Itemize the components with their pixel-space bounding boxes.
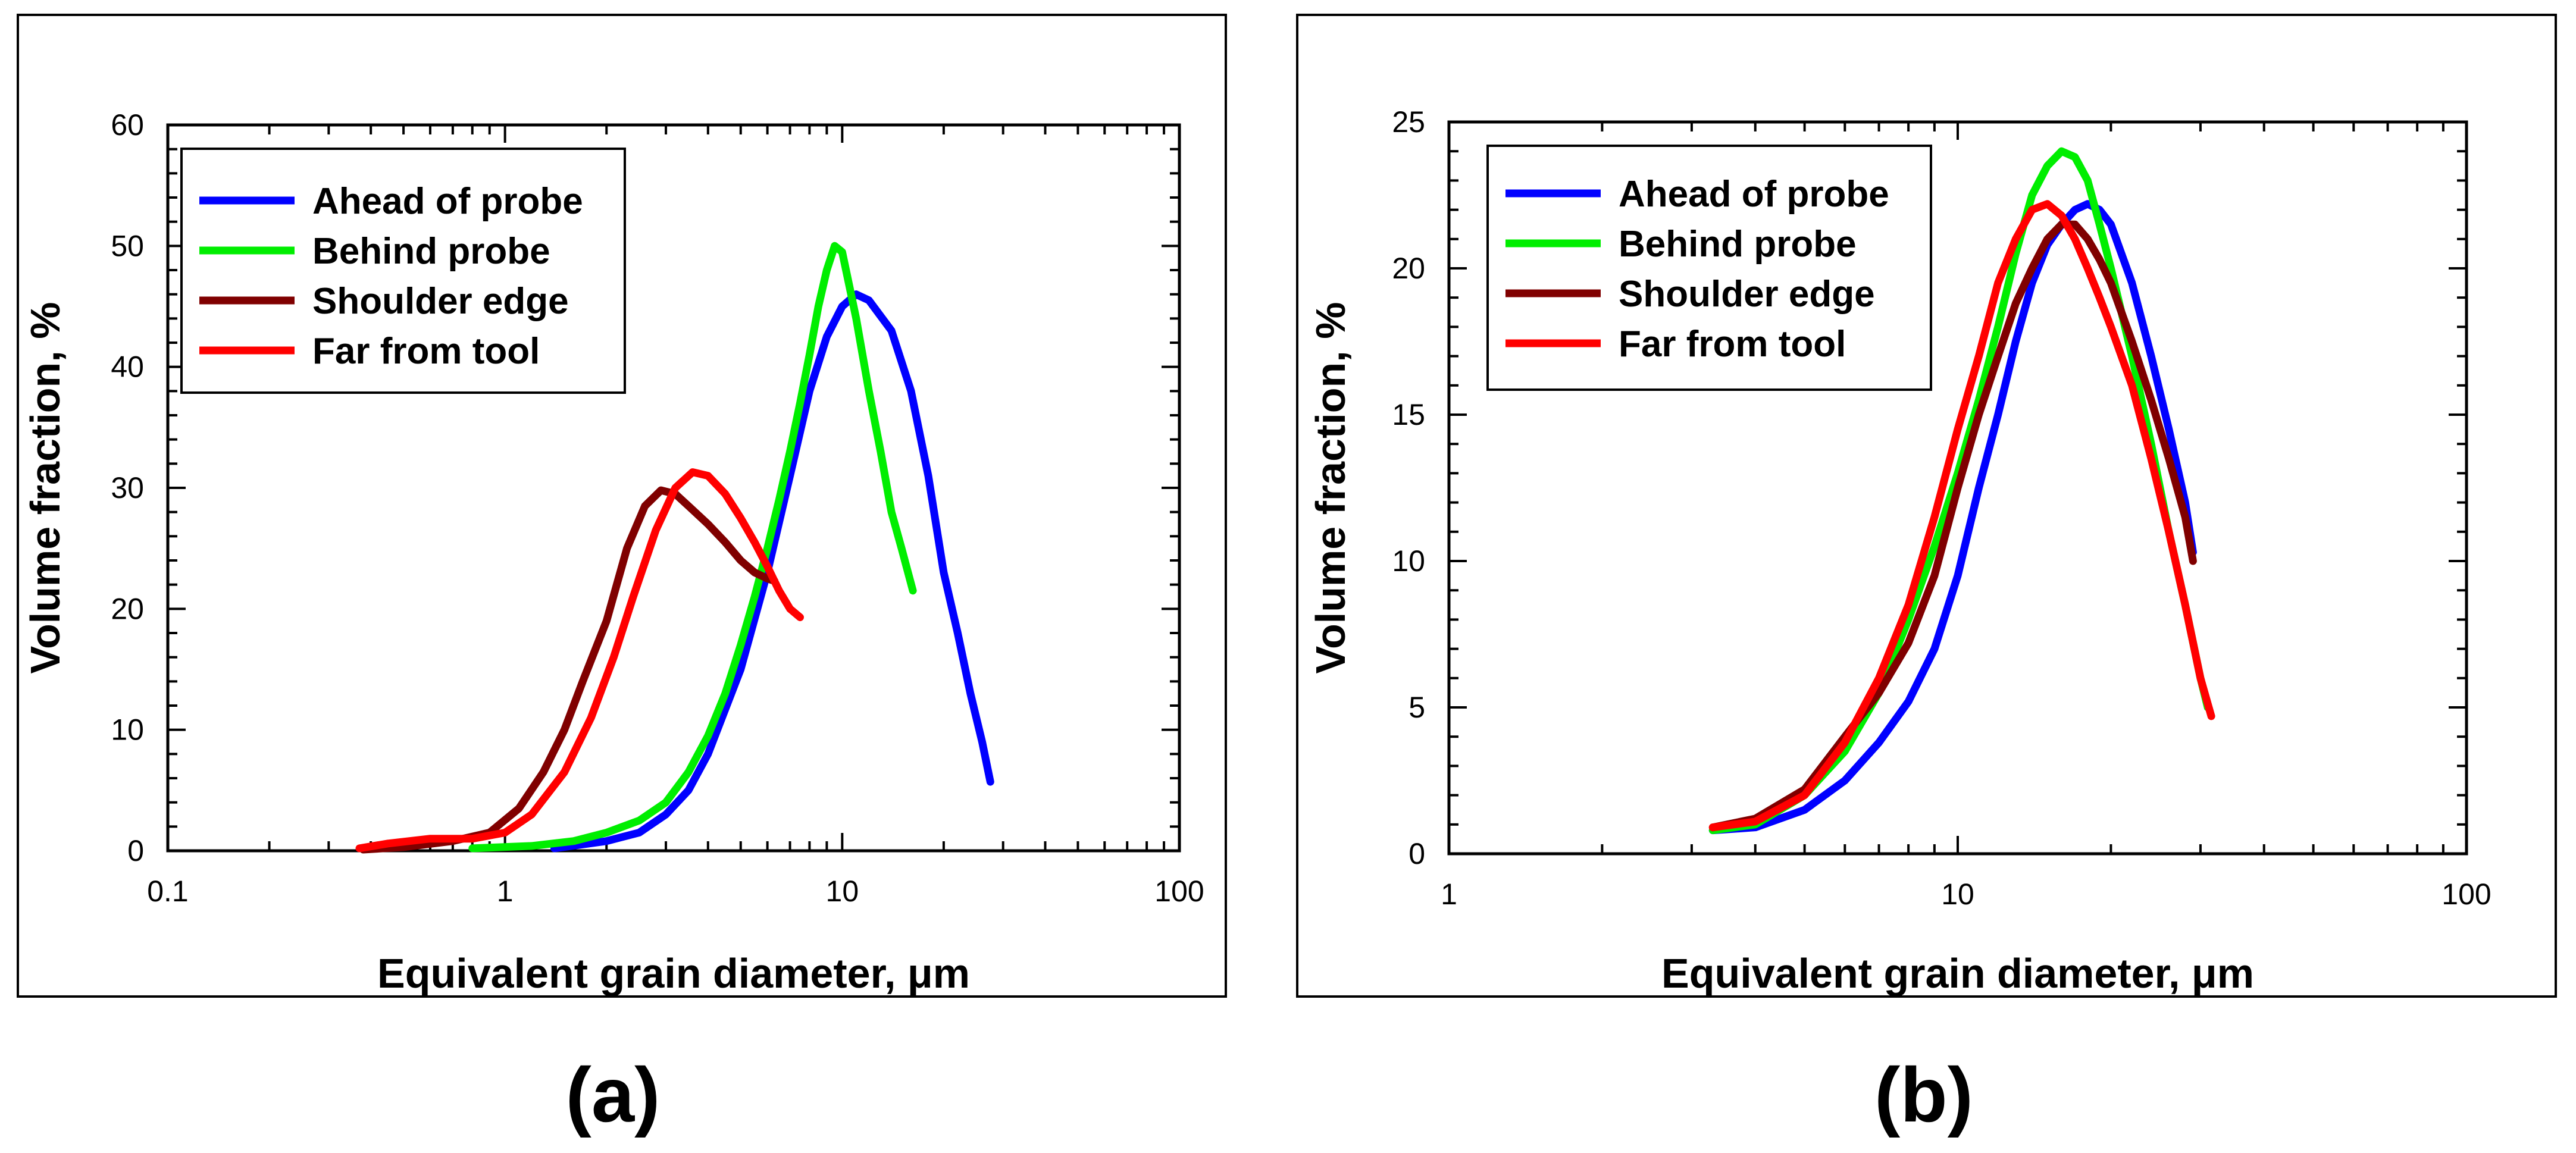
legend-label: Behind probe	[1619, 224, 1857, 265]
x-axis-title: Equivalent grain diameter, μm	[377, 950, 970, 997]
series-line-far-from-tool	[355, 468, 804, 853]
legend-label: Ahead of probe	[1619, 174, 1889, 215]
legend-label: Ahead of probe	[312, 181, 583, 222]
y-axis-title: Volume fraction, %	[1307, 302, 1354, 674]
panel-label: (a)	[566, 1051, 661, 1138]
legend-label: Far from tool	[312, 331, 540, 372]
chart-panel-b: 1 10 100 0 5 10 15 20 25 Equivalent grain diamete…	[1296, 14, 2557, 1138]
y-tick-label: 0	[1408, 837, 1425, 870]
x-tick-label: 1	[1441, 878, 1457, 911]
y-tick-label: 25	[1392, 105, 1425, 139]
y-tick-label: 10	[111, 713, 144, 747]
legend: Ahead of probe Behind probe Shoulder edge F…	[180, 148, 626, 394]
y-tick-label: 10	[1392, 544, 1425, 578]
series-line-behind-probe	[468, 242, 917, 853]
legend-box	[1486, 145, 1932, 391]
legend-label: Behind probe	[312, 231, 550, 272]
series-line-shoulder-edge	[359, 486, 779, 854]
x-axis-title: Equivalent grain diameter, μm	[1661, 950, 2254, 997]
series-line-ahead-of-probe	[550, 290, 994, 853]
y-tick-label: 0	[127, 834, 144, 867]
x-tick-label: 1	[497, 875, 514, 908]
y-tick-label: 30	[111, 471, 144, 505]
y-tick-label: 15	[1392, 398, 1425, 431]
x-tick-label: 100	[2442, 878, 2491, 911]
panel-label: (b)	[1874, 1051, 1973, 1138]
x-tick-label: 0.1	[147, 875, 189, 908]
series-line-far-from-tool	[1708, 200, 2215, 832]
y-tick-label: 20	[111, 592, 144, 625]
y-axis-title: Volume fraction, %	[22, 302, 68, 674]
x-tick-label: 10	[1941, 878, 1974, 911]
y-tick-label: 20	[1392, 252, 1425, 285]
legend-label: Far from tool	[1619, 324, 1846, 365]
series-line-ahead-of-probe	[1708, 200, 2197, 835]
legend-label: Shoulder edge	[312, 281, 569, 322]
y-tick-label: 40	[111, 350, 144, 384]
x-tick-label: 100	[1154, 875, 1204, 908]
legend: Ahead of probe Behind probe Shoulder edge F…	[1486, 145, 1932, 391]
x-tick-label: 10	[826, 875, 859, 908]
y-tick-label: 5	[1408, 691, 1425, 724]
legend-label: Shoulder edge	[1619, 274, 1875, 315]
y-tick-label: 60	[111, 108, 144, 142]
y-tick-label: 50	[111, 229, 144, 262]
chart-panel-a: 0.1 1 10 100 0 10 20 30 40 50 60 Equivalent grain d…	[17, 14, 1227, 1138]
